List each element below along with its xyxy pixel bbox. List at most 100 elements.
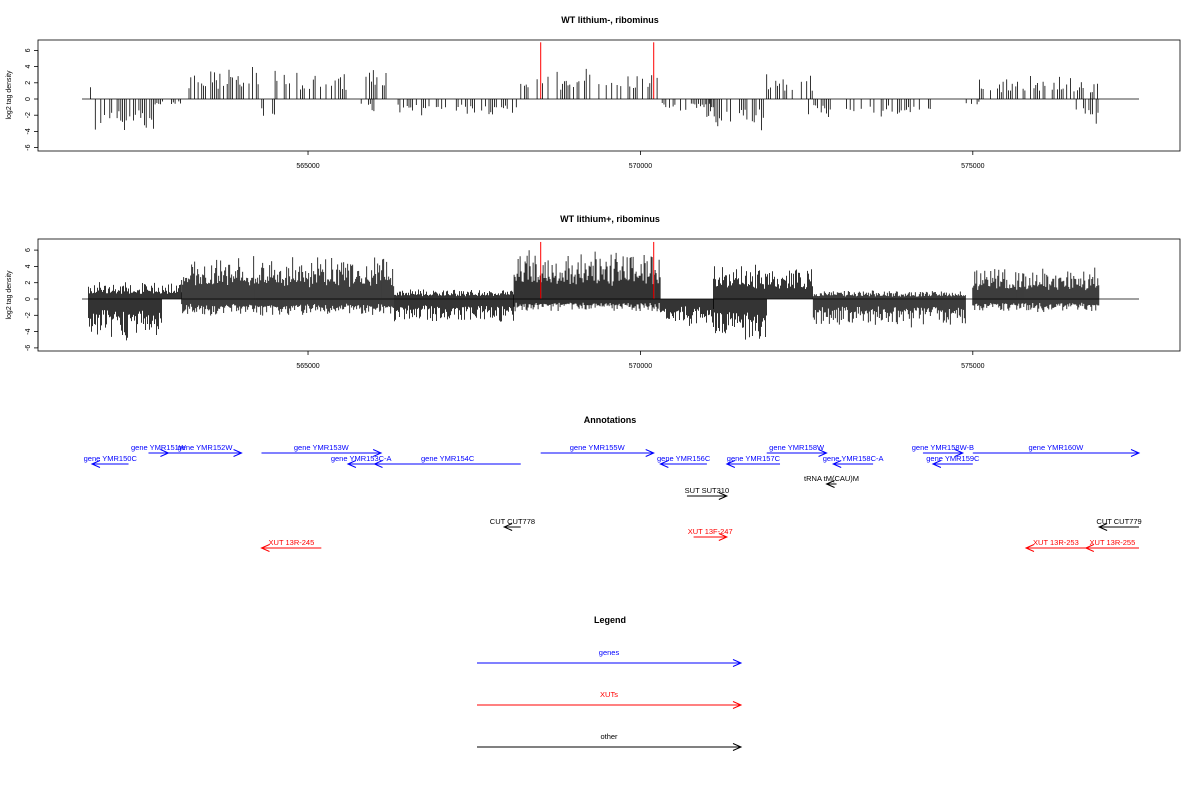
- feature-label: XUT 13F-247: [688, 527, 733, 536]
- feature-label: gene YMR150C: [84, 454, 138, 463]
- y-tick-label: 0: [25, 297, 32, 301]
- x-axis: 565000 570000 575000: [296, 151, 985, 170]
- y-tick-label: -4: [25, 328, 32, 334]
- annotation-feature: gene YMR158W: [766, 443, 828, 457]
- feature-arrowhead: [373, 460, 383, 468]
- panel-title: WT lithium+, ribominus: [560, 214, 660, 224]
- annotation-feature: gene YMR153W: [261, 443, 383, 457]
- feature-arrowhead: [1130, 449, 1141, 457]
- feature-label: XUT 13R-255: [1090, 538, 1136, 547]
- legend-item: other: [477, 732, 743, 751]
- annotation-feature: gene YMR152W: [168, 443, 243, 457]
- feature-label: gene YMR158W-B: [912, 443, 974, 452]
- feature-arrowhead: [954, 449, 965, 457]
- feature-arrowhead: [645, 449, 655, 457]
- annotation-feature: XUT 13F-247: [688, 527, 733, 541]
- density-bars: [90, 67, 1099, 131]
- feature-label: gene YMR154C: [421, 454, 475, 463]
- panel-title: WT lithium-, ribominus: [561, 15, 659, 25]
- feature-arrowhead: [818, 449, 828, 457]
- annotation-feature: gene YMR159C: [926, 454, 980, 468]
- density-panel-lithium-plus: WT lithium+, ribominus log2 tag density …: [6, 214, 1181, 370]
- feature-arrowhead: [260, 544, 270, 552]
- feature-label: tRNA tM(CAU)M: [804, 474, 859, 483]
- x-tick-label: 570000: [629, 163, 652, 170]
- feature-label: XUT 13R-245: [269, 538, 315, 547]
- feature-label: gene YMR155W: [570, 443, 626, 452]
- annotation-feature: CUT CUT778: [490, 517, 535, 531]
- y-axis: 6 4 2 0 -2 -4 -6: [25, 248, 39, 351]
- annotation-feature: gene YMR158C-A: [823, 454, 884, 468]
- feature-label: gene YMR151W: [131, 443, 187, 452]
- y-axis-label: log2 tag density: [6, 270, 13, 320]
- annotation-feature: gene YMR154C: [373, 454, 521, 468]
- legend-title: Legend: [594, 615, 626, 625]
- legend-arrowhead: [732, 701, 743, 709]
- feature-arrowhead: [90, 460, 101, 468]
- y-tick-label: 4: [25, 65, 32, 69]
- feature-arrowhead: [502, 523, 513, 531]
- y-tick-label: 0: [25, 97, 32, 101]
- y-tick-label: 6: [25, 48, 32, 52]
- annotation-feature: gene YMR158W-B: [912, 443, 974, 457]
- feature-label: CUT CUT779: [1096, 517, 1141, 526]
- y-axis: 6 4 2 0 -2 -4 -6: [25, 48, 39, 151]
- legend: Legend genes XUTs other: [477, 615, 743, 751]
- feature-label: gene YMR153W: [294, 443, 350, 452]
- x-tick-label: 565000: [296, 363, 319, 370]
- feature-label: gene YMR160W: [1028, 443, 1084, 452]
- feature-arrowhead: [346, 460, 357, 468]
- y-tick-label: -6: [25, 144, 32, 150]
- annotations-track: Annotations gene YMR151W gene YMR150C gene…: [84, 415, 1142, 552]
- annotation-feature: tRNA tM(CAU)M: [804, 474, 859, 488]
- feature-arrowhead: [1084, 544, 1095, 552]
- legend-arrowhead: [732, 743, 743, 751]
- legend-label: XUTs: [600, 690, 618, 699]
- feature-label: SUT SUT310: [685, 486, 729, 495]
- density-bars: [88, 250, 1100, 341]
- annotation-feature: XUT 13R-245: [260, 538, 322, 552]
- y-tick-label: -2: [25, 112, 32, 118]
- feature-arrowhead: [659, 460, 669, 468]
- density-panel-lithium-minus: WT lithium-, ribominus log2 tag density …: [6, 15, 1181, 170]
- feature-label: CUT CUT778: [490, 517, 535, 526]
- feature-arrowhead: [725, 460, 736, 468]
- feature-label: gene YMR156C: [657, 454, 711, 463]
- region-markers: [540, 42, 655, 99]
- annotation-feature: gene YMR156C: [657, 454, 711, 468]
- annotation-feature: CUT CUT779: [1096, 517, 1142, 531]
- annotation-feature: XUT 13R-255: [1084, 538, 1139, 552]
- feature-arrowhead: [931, 460, 942, 468]
- feature-label: gene YMR158C-A: [823, 454, 884, 463]
- feature-label: gene YMR158W: [769, 443, 825, 452]
- legend-item: XUTs: [477, 690, 743, 709]
- feature-arrowhead: [718, 533, 729, 541]
- feature-arrowhead: [1097, 523, 1108, 531]
- legend-arrowhead: [732, 659, 743, 667]
- feature-label: gene YMR159C: [926, 454, 980, 463]
- annotation-feature: XUT 13R-253: [1024, 538, 1086, 552]
- feature-arrowhead: [160, 449, 170, 457]
- x-tick-label: 565000: [296, 163, 319, 170]
- feature-arrowhead: [1024, 544, 1035, 552]
- y-tick-label: -2: [25, 312, 32, 318]
- feature-label: gene YMR152W: [178, 443, 234, 452]
- legend-label: other: [600, 732, 618, 741]
- y-tick-label: 2: [25, 281, 32, 285]
- x-axis: 565000 570000 575000: [296, 351, 985, 370]
- feature-arrowhead: [718, 492, 729, 500]
- feature-arrowhead: [825, 480, 835, 488]
- y-tick-label: 6: [25, 248, 32, 252]
- annotation-feature: gene YMR160W: [972, 443, 1141, 457]
- annotations-title: Annotations: [584, 415, 637, 425]
- y-tick-label: -6: [25, 345, 32, 351]
- feature-arrowhead: [831, 460, 842, 468]
- feature-arrowhead: [233, 449, 243, 457]
- feature-label: gene YMR157C: [727, 454, 781, 463]
- y-tick-label: 4: [25, 264, 32, 268]
- x-tick-label: 575000: [961, 363, 984, 370]
- region-markers: [540, 241, 655, 299]
- annotation-feature: SUT SUT310: [685, 486, 729, 500]
- y-tick-label: 2: [25, 81, 32, 85]
